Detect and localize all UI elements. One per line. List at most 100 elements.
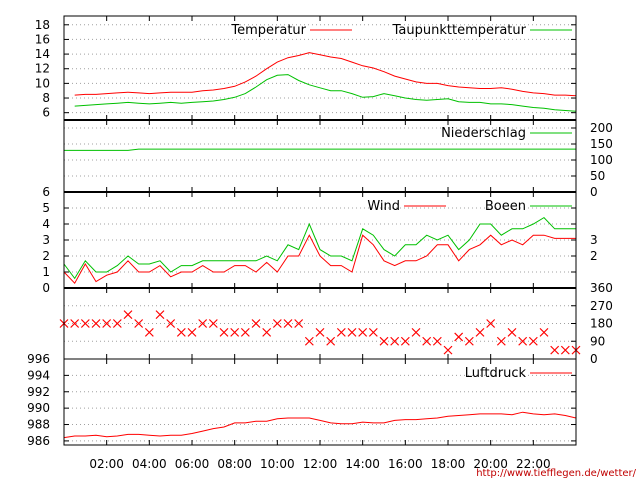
wind-direction-point <box>390 336 400 346</box>
credit-text: http://www.tiefflegen.de/wetter/ <box>476 468 636 479</box>
wind-direction-point <box>240 327 250 337</box>
wind-direction-point <box>70 319 80 328</box>
wind-direction-point <box>528 336 538 346</box>
wind-direction-point <box>134 319 144 328</box>
wind-direction-point <box>219 327 229 337</box>
pressure-grid <box>64 374 576 442</box>
wind-direction-point <box>294 319 304 328</box>
y-tick-label: 12 <box>35 62 50 76</box>
wind-direction-point <box>400 336 410 346</box>
y-tick-label: 14 <box>35 47 50 61</box>
y-tick-label: 986 <box>27 434 50 448</box>
series-line-niederschlag <box>64 148 576 151</box>
x-tick-label: 16:00 <box>388 457 423 471</box>
y-tick-label-right: 0 <box>590 185 598 199</box>
y-tick-label: 990 <box>27 401 50 415</box>
y-tick-label: 10 <box>35 76 50 90</box>
legend-label: Boeen <box>485 199 526 214</box>
precipitation-legend: Niederschlag <box>441 126 572 141</box>
wind-direction-point <box>347 327 357 337</box>
wind-direction-point <box>475 327 485 337</box>
wind-direction-point <box>315 327 325 337</box>
wind-direction-point <box>443 345 453 355</box>
wind-direction-point <box>123 310 133 320</box>
wind-direction-point <box>198 319 208 328</box>
y-tick-label: 996 <box>27 352 50 366</box>
wind-direction-point <box>102 319 112 328</box>
wind-direction-point <box>454 332 464 342</box>
x-tick-label: 22:00 <box>516 457 551 471</box>
x-tick-label: 04:00 <box>132 457 167 471</box>
y-tick-label-right: 200 <box>590 121 613 135</box>
wind-direction-point <box>262 327 272 337</box>
y-tick-label: 8 <box>42 91 50 105</box>
wind-legend: Boeen Wind <box>367 199 572 214</box>
y-tick-label-right: 270 <box>590 299 613 313</box>
x-tick-label: 08:00 <box>217 457 252 471</box>
y-tick-label-right: 0 <box>590 352 598 366</box>
y-tick-label-right: 100 <box>590 153 613 167</box>
y-tick-label: 994 <box>27 368 50 382</box>
wind-direction-grid <box>64 305 576 342</box>
series-line-taupunkttemperatur <box>74 74 577 112</box>
wind-direction-point <box>507 327 517 337</box>
wind-direction-point <box>326 336 336 346</box>
y-tick-label-right: 90 <box>590 334 605 348</box>
x-tick-label: 10:00 <box>260 457 295 471</box>
x-tick-label: 20:00 <box>473 457 508 471</box>
legend-label: Wind <box>367 199 400 214</box>
wind-direction-point <box>251 319 261 328</box>
x-tick-label: 14:00 <box>345 457 380 471</box>
y-tick-label: 6 <box>42 185 50 199</box>
y-tick-label: 5 <box>42 201 50 215</box>
pressure-legend: Luftdruck <box>465 366 572 381</box>
wind-direction-point <box>80 319 90 328</box>
precipitation-panel: 0 50 100 150 200 Niederschlag <box>63 119 613 199</box>
temperature-legend: Taupunkttemperatur Temperatur <box>230 23 572 38</box>
wind-direction-point <box>422 336 432 346</box>
legend-label: Niederschlag <box>441 126 526 141</box>
x-tick-label: 12:00 <box>303 457 338 471</box>
x-tick-label: 18:00 <box>431 457 466 471</box>
wind-direction-point <box>155 310 165 320</box>
wind-direction-point <box>283 319 293 328</box>
wind-direction-point <box>368 327 378 337</box>
wind-direction-point <box>518 336 528 346</box>
wind-direction-point <box>272 319 282 328</box>
x-tick-label: 02:00 <box>89 457 124 471</box>
wind-direction-point <box>336 327 346 337</box>
wind-panel: 0 1 2 3 4 5 6 2 3 Boeen Wind <box>42 185 597 295</box>
wind-direction-point <box>411 327 421 337</box>
wind-direction-point <box>304 336 314 346</box>
wind-direction-point <box>208 319 218 328</box>
wind-direction-point <box>539 327 549 337</box>
y-tick-label: 992 <box>27 385 50 399</box>
y-tick-label-right: 2 <box>590 249 598 263</box>
y-tick-label: 16 <box>35 32 50 46</box>
wind-grid <box>64 207 576 273</box>
y-tick-label-right: 50 <box>590 169 605 183</box>
precipitation-grid <box>64 127 576 177</box>
wind-direction-point <box>187 327 197 337</box>
wind-direction-point <box>496 336 506 346</box>
series-line-luftdruck <box>63 411 577 439</box>
y-tick-label: 4 <box>42 217 50 231</box>
legend-label: Temperatur <box>230 23 306 38</box>
y-tick-label: 6 <box>42 106 50 120</box>
wind-direction-point <box>486 319 496 328</box>
y-tick-label-right: 3 <box>590 233 598 247</box>
wind-direction-point <box>560 345 570 355</box>
y-tick-label-right: 150 <box>590 137 613 151</box>
legend-label: Luftdruck <box>465 366 527 381</box>
wind-direction-point <box>230 327 240 337</box>
y-tick-label: 3 <box>42 233 50 247</box>
wind-direction-point <box>91 319 101 328</box>
series-line-temperatur <box>74 52 577 97</box>
y-tick-label-right: 180 <box>590 317 613 331</box>
series-line-boeen <box>63 216 576 280</box>
wind-direction-point <box>432 336 442 346</box>
y-tick-label: 1 <box>42 265 50 279</box>
series-line-wind <box>63 234 576 285</box>
wind-direction-point <box>379 336 389 346</box>
